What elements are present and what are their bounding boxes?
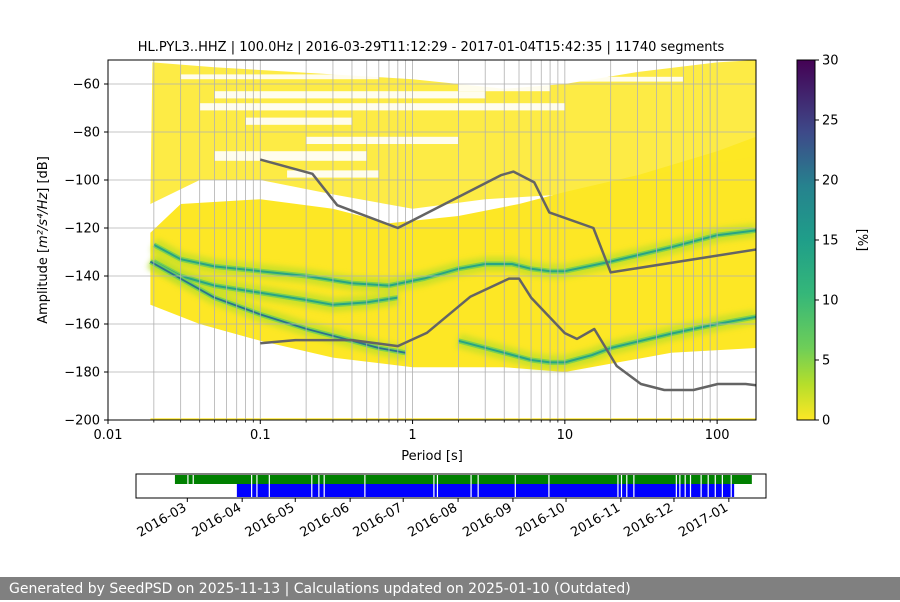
- x-tick-label: 100: [705, 428, 730, 443]
- timeline-tick-label: 2016-12: [621, 500, 676, 540]
- timeline-gap: [436, 475, 439, 497]
- timeline-tick-label: 2016-10: [513, 500, 568, 540]
- heatmap-gap: [180, 74, 379, 80]
- footer-bar: Generated by SeedPSD on 2025-11-13 | Cal…: [0, 577, 900, 600]
- timeline-gap: [679, 475, 681, 497]
- timeline-gap: [617, 475, 619, 497]
- timeline-gap: [626, 475, 628, 497]
- timeline-tick-label: 2016-07: [351, 500, 406, 540]
- heatmap-gap: [576, 76, 684, 82]
- colorbar-ticks: 0 5 10 15 20 25 30: [815, 54, 839, 429]
- y-tick-label: −140: [64, 270, 100, 285]
- timeline-gap: [707, 475, 709, 497]
- x-axis-ticks: 0.01 0.1 1 10 100: [94, 420, 730, 443]
- heatmap-bottom-strip: [150, 418, 756, 420]
- timeline-gap: [433, 475, 435, 497]
- y-axis-ticks: −60 −80 −100 −120 −140 −160 −180 −200: [64, 78, 108, 429]
- timeline-gap: [548, 475, 550, 497]
- timeline-gap: [187, 475, 189, 497]
- x-tick-label: 1: [408, 428, 416, 443]
- timeline-bars: [174, 475, 752, 497]
- colorbar-gradient: [796, 59, 816, 421]
- timeline-gap: [714, 475, 716, 497]
- colorbar-tick-label: 0: [822, 414, 830, 429]
- plot-frame: [107, 59, 757, 421]
- timeline-tick-label: 2016-04: [190, 500, 245, 540]
- timeline-gap: [470, 475, 472, 497]
- timeline-gap: [268, 475, 270, 497]
- colorbar-tick-label: 25: [822, 114, 839, 129]
- x-axis-label: Period [s]: [401, 449, 463, 464]
- timeline-tick-label: 2017-01: [676, 500, 731, 540]
- timeline-gap: [323, 475, 325, 497]
- colorbar-tick-label: 10: [822, 294, 839, 309]
- x-tick-label: 10: [557, 428, 574, 443]
- timeline-gap: [721, 475, 723, 497]
- x-tick-label: 0.1: [250, 428, 271, 443]
- timeline-tick-label: 2016-11: [568, 500, 623, 540]
- timeline-gap: [730, 475, 732, 497]
- heatmap-body: [150, 136, 756, 372]
- timeline-gap: [311, 475, 313, 497]
- timeline-tick-label: 2016-08: [406, 500, 461, 540]
- bar-processed-psds: [236, 484, 735, 497]
- psd-figure: HL.PYL3..HHZ | 100.0Hz | 2016-03-29T11:1…: [36, 40, 869, 541]
- y-axis-label-prefix: Amplitude [: [36, 248, 51, 324]
- series-nhnm: [259, 158, 756, 274]
- timeline-tick-label: 2016-03: [135, 500, 190, 540]
- timeline-frame: [135, 473, 767, 499]
- footer-text: Generated by SeedPSD on 2025-11-13 | Cal…: [9, 581, 631, 597]
- psd-plot: 0.01 0.1 1 10 100 −60 −80 −100 −120 −140 −160 −180…: [64, 59, 757, 443]
- y-axis-label-suffix: ] [dB]: [36, 156, 51, 193]
- heatmap-gap: [245, 117, 352, 125]
- y-axis-label-unit: m²/s⁴/Hz: [36, 192, 51, 248]
- timeline-gap: [318, 475, 320, 497]
- timeline-gap: [256, 475, 258, 497]
- timeline-gap: [633, 475, 635, 497]
- timeline-gap: [684, 475, 686, 497]
- heatmap-ridge-core-second-mode: [153, 260, 398, 306]
- x-tick-label: 0.01: [94, 428, 123, 443]
- colorbar-tick-label: 15: [822, 234, 839, 249]
- y-tick-label: −100: [64, 174, 100, 189]
- y-tick-label: −200: [64, 414, 100, 429]
- y-axis-label: Amplitude [m²/s⁴/Hz] [dB]: [36, 156, 51, 324]
- heatmap-ridge-core-main-mode: [153, 229, 756, 287]
- grid: [108, 60, 756, 420]
- series-nlnm: [260, 277, 756, 392]
- heatmap-gap: [306, 136, 459, 144]
- y-tick-label: −80: [73, 126, 100, 141]
- timeline-gap: [514, 475, 516, 497]
- heatmap-gap: [214, 91, 486, 99]
- colorbar-tick-label: 5: [822, 354, 830, 369]
- timeline-gap: [192, 475, 194, 497]
- colorbar-tick-label: 30: [822, 54, 839, 69]
- y-tick-label: −120: [64, 222, 100, 237]
- timeline-gap: [700, 475, 702, 497]
- bar-available-data: [174, 475, 752, 484]
- timeline-gap: [675, 475, 677, 497]
- colorbar-tick-label: 20: [822, 174, 839, 189]
- y-tick-label: −160: [64, 318, 100, 333]
- timeline-gap: [620, 475, 623, 497]
- heatmap-ridge-core-lower-mode: [458, 315, 756, 364]
- timeline-tick-label: 2016-06: [298, 500, 353, 540]
- colorbar-label: [%]: [854, 229, 869, 252]
- y-tick-label: −180: [64, 366, 100, 381]
- y-tick-label: −60: [73, 78, 100, 93]
- heatmap-gap: [199, 103, 565, 111]
- timeline-gap: [364, 475, 366, 497]
- heatmap-gap: [214, 151, 367, 161]
- chart-title: HL.PYL3..HHZ | 100.0Hz | 2016-03-29T11:1…: [138, 40, 725, 55]
- timeline-gap: [251, 475, 253, 497]
- timeline-gap: [689, 475, 692, 497]
- timeline-tick-label: 2016-09: [460, 500, 515, 540]
- colorbar: 0 5 10 15 20 25 30 [%]: [796, 54, 869, 429]
- timeline-tick-label: 2016-05: [243, 500, 298, 540]
- timeline-gap: [477, 475, 479, 497]
- noise-models: [259, 158, 756, 392]
